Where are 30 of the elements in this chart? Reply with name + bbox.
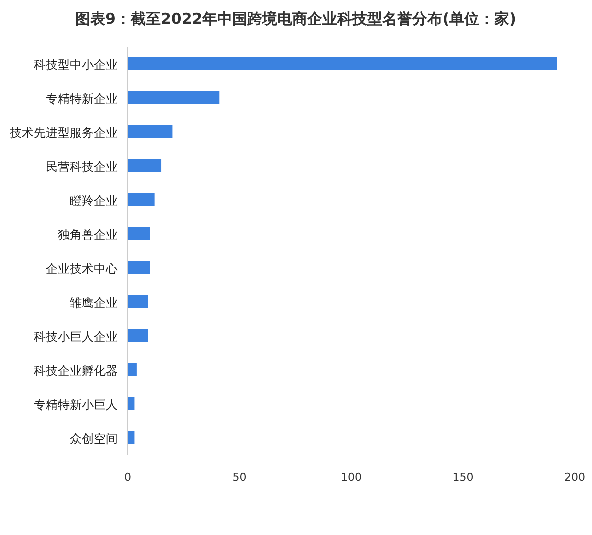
y-tick-label: 雏鹰企业: [70, 296, 118, 310]
chart-title: 图表9：截至2022年中国跨境电商企业科技型名誉分布(单位：家): [76, 10, 516, 28]
y-tick-label: 独角兽企业: [58, 228, 118, 242]
bar: [128, 228, 150, 240]
bar: [128, 432, 135, 444]
y-tick-label: 专精特新小巨人: [34, 398, 118, 412]
y-tick-label: 技术先进型服务企业: [9, 126, 118, 140]
bar: [128, 194, 155, 206]
y-tick-label: 众创空间: [70, 432, 118, 446]
bar: [128, 364, 137, 376]
x-tick-label: 100: [341, 471, 362, 484]
bar: [128, 296, 148, 308]
bar: [128, 330, 148, 342]
y-tick-label: 企业技术中心: [46, 262, 118, 276]
y-tick-label: 科技型中小企业: [34, 58, 118, 72]
x-tick-label: 150: [452, 471, 474, 484]
bar: [128, 262, 150, 274]
x-tick-label: 200: [564, 471, 586, 484]
bar: [128, 92, 220, 104]
x-tick-label: 0: [124, 471, 132, 484]
y-tick-label: 瞪羚企业: [70, 194, 118, 208]
y-tick-label: 科技小巨人企业: [34, 330, 118, 344]
bar: [128, 126, 173, 138]
y-tick-label: 专精特新企业: [46, 92, 118, 106]
bar: [128, 58, 558, 70]
y-tick-label: 民营科技企业: [46, 160, 118, 174]
x-tick-label: 50: [232, 471, 247, 484]
bar: [128, 398, 135, 410]
bar: [128, 160, 162, 172]
y-tick-label: 科技企业孵化器: [34, 364, 118, 378]
